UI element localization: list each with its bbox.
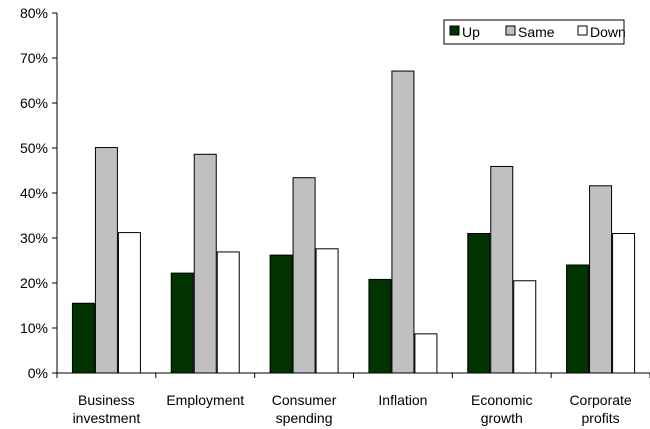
- bar-same: [193, 153, 217, 374]
- bar-down: [315, 248, 339, 374]
- bar-up: [269, 254, 293, 374]
- bar-same: [94, 147, 118, 374]
- legend-label-same: Same: [518, 24, 555, 40]
- y-tick-label: 40%: [20, 185, 48, 201]
- legend-swatch-up: [449, 25, 460, 36]
- bar-up: [467, 233, 491, 374]
- y-tick-label: 50%: [20, 140, 48, 156]
- bar-down: [612, 233, 636, 374]
- legend-label-up: Up: [462, 24, 480, 40]
- x-category-label: Employment: [166, 392, 244, 408]
- y-tick-label: 0%: [28, 365, 48, 381]
- legend-swatch-same: [505, 25, 516, 36]
- x-category-label: Corporate: [569, 392, 631, 408]
- x-category-label: Business: [78, 392, 135, 408]
- x-category-label: profits: [582, 410, 620, 426]
- bar-up: [566, 264, 590, 374]
- bar-up: [71, 302, 95, 374]
- bar-down: [117, 232, 141, 374]
- y-tick-label: 30%: [20, 230, 48, 246]
- bar-down: [414, 333, 438, 374]
- x-category-label: Inflation: [378, 392, 427, 408]
- bar-same: [391, 70, 415, 374]
- x-category-label: investment: [73, 410, 141, 426]
- bar-down: [216, 251, 240, 374]
- legend-label-down: Down: [590, 24, 626, 40]
- bar-same: [490, 165, 514, 374]
- y-tick-label: 80%: [20, 5, 48, 21]
- bar-up: [170, 272, 194, 374]
- x-category-label: Consumer: [272, 392, 337, 408]
- bar-down: [513, 280, 537, 374]
- legend-swatch-down: [577, 25, 588, 36]
- y-tick-label: 60%: [20, 95, 48, 111]
- bar-up: [368, 278, 392, 374]
- x-category-label: growth: [481, 410, 523, 426]
- legend-box: [443, 19, 625, 45]
- x-category-label: Economic: [471, 392, 532, 408]
- y-tick-label: 70%: [20, 50, 48, 66]
- y-tick-label: 10%: [20, 320, 48, 336]
- bar-same: [589, 185, 613, 374]
- y-tick-label: 20%: [20, 275, 48, 291]
- bar-same: [292, 177, 316, 374]
- x-category-label: spending: [276, 410, 333, 426]
